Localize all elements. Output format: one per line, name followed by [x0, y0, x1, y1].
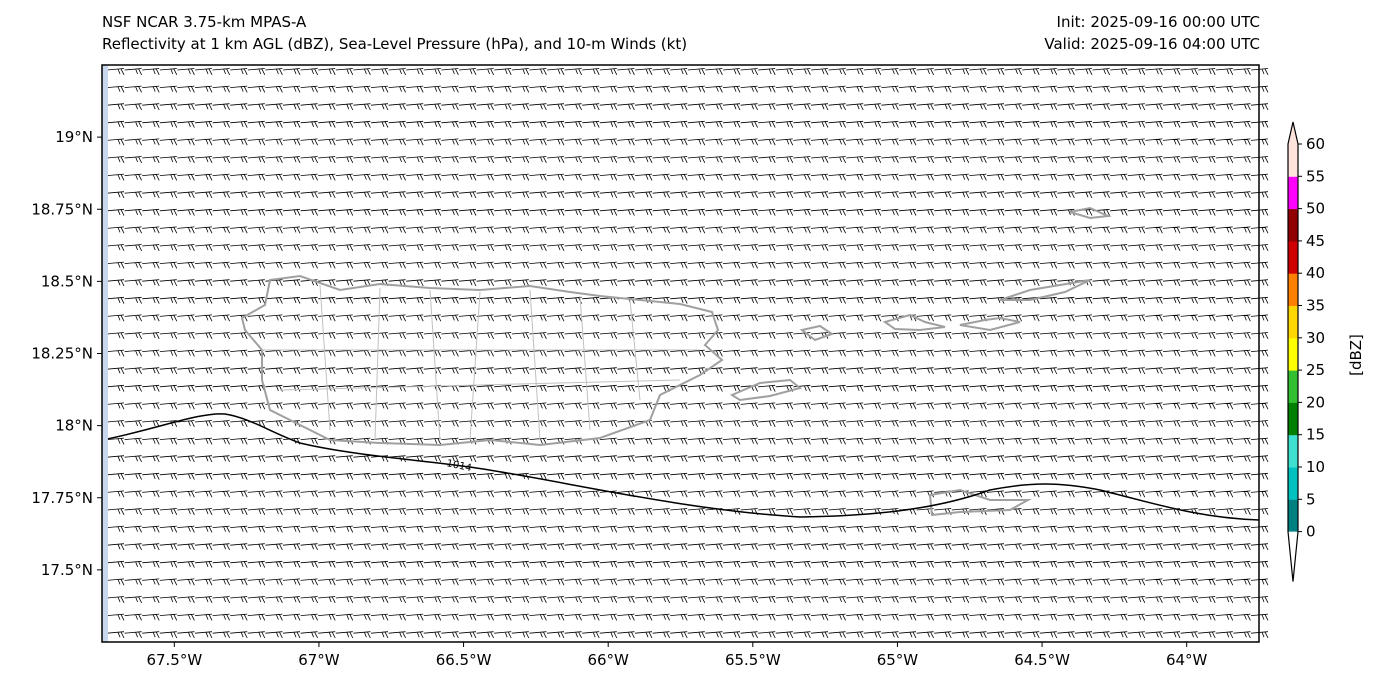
x-tick-label: 64°W	[1166, 651, 1208, 669]
isobar-label: 1014	[445, 458, 472, 474]
colorbar: 0 5 10 15 20 25 30 35 40 45 50 55 60 [dBZ]	[1287, 121, 1365, 582]
y-tick-label: 18°N	[55, 417, 93, 435]
x-tick-label: 66.5°W	[436, 651, 492, 669]
title-init: Init: 2025-09-16 00:00 UTC	[1056, 13, 1260, 31]
colorbar-tick-label: 60	[1306, 135, 1325, 153]
y-tick-label: 18.5°N	[41, 272, 93, 290]
colorbar-tick-label: 30	[1306, 329, 1325, 347]
y-axis-ticks: 19°N 18.75°N 18.5°N 18.25°N 18°N 17.75°N 17.5°…	[31, 128, 102, 579]
x-tick-label: 67.5°W	[146, 651, 202, 669]
colorbar-segment	[1288, 144, 1298, 177]
colorbar-segment	[1288, 467, 1298, 500]
y-tick-label: 17.75°N	[31, 489, 93, 507]
colorbar-segment	[1288, 305, 1298, 339]
map-edge	[102, 65, 108, 642]
title-fields: Reflectivity at 1 km AGL (dBZ), Sea-Leve…	[102, 35, 688, 53]
title-model: NSF NCAR 3.75-km MPAS-A	[102, 13, 307, 31]
x-tick-label: 65.5°W	[725, 651, 781, 669]
x-axis-ticks: 67.5°W 67°W 66.5°W 66°W 65.5°W 65°W 64.5°W 64°W	[146, 642, 1208, 669]
colorbar-tick-label: 50	[1306, 200, 1325, 218]
colorbar-tick-label: 10	[1306, 458, 1325, 476]
colorbar-tick-label: 0	[1306, 523, 1316, 541]
y-tick-label: 18.75°N	[31, 200, 93, 218]
coastlines	[240, 206, 1112, 517]
wind-barbs	[106, 68, 1269, 639]
colorbar-segment	[1288, 370, 1298, 403]
colorbar-segment	[1288, 273, 1298, 306]
colorbar-tick-label: 25	[1306, 361, 1325, 379]
colorbar-extend-min	[1288, 531, 1298, 582]
title-valid: Valid: 2025-09-16 04:00 UTC	[1044, 35, 1260, 53]
colorbar-segment	[1288, 434, 1298, 468]
x-tick-label: 64.5°W	[1014, 651, 1070, 669]
wind-barb-field	[106, 68, 1269, 639]
colorbar-label: [dBZ]	[1347, 334, 1365, 376]
x-tick-label: 67°W	[298, 651, 340, 669]
map-frame	[101, 64, 1260, 643]
colorbar-tick-label: 20	[1306, 393, 1325, 411]
st-thomas-outline	[882, 313, 946, 332]
x-tick-label: 66°W	[587, 651, 629, 669]
colorbar-segment	[1288, 176, 1298, 210]
colorbar-tick-label: 40	[1306, 264, 1325, 282]
colorbar-tick-label: 5	[1306, 490, 1316, 508]
y-tick-label: 19°N	[55, 128, 93, 146]
colorbar-extend-max	[1288, 122, 1298, 144]
colorbar-segment	[1288, 240, 1298, 274]
vieques-outline	[729, 378, 803, 402]
y-tick-label: 17.5°N	[41, 561, 93, 579]
y-tick-label: 18.25°N	[31, 345, 93, 363]
colorbar-tick-label: 45	[1306, 232, 1325, 250]
colorbar-tick-label: 35	[1306, 297, 1325, 315]
colorbar-segment	[1288, 402, 1298, 436]
x-tick-label: 65°W	[877, 651, 919, 669]
anegada-outline	[1069, 206, 1112, 220]
culebra-outline	[799, 324, 835, 342]
colorbar-segment	[1288, 499, 1298, 533]
st-john-outline	[959, 316, 1021, 332]
st-croix-outline	[928, 488, 1032, 517]
colorbar-tick-label: 15	[1306, 426, 1325, 444]
colorbar-tick-label: 55	[1306, 167, 1325, 185]
puerto-rico-outline	[240, 274, 724, 447]
colorbar-segment	[1288, 337, 1298, 371]
isobar-1014	[106, 413, 1260, 521]
colorbar-segment	[1288, 208, 1298, 242]
municipal-borders	[262, 284, 700, 441]
bvi-outline	[999, 279, 1091, 301]
